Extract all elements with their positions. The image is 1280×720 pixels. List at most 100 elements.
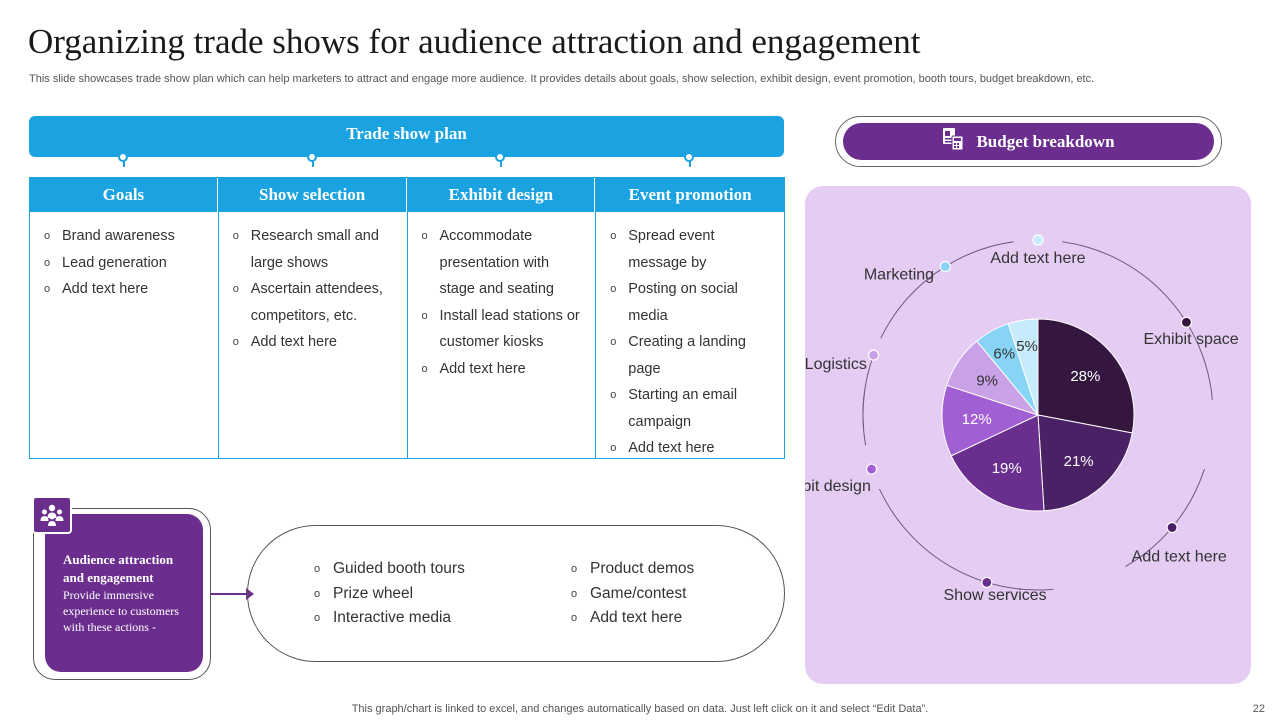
pie-category-label: Exhibit design [805,478,871,495]
actions-panel [247,525,785,662]
pie-value-labels: 28% 21% 19% 12% 9% 6% 5% [962,338,1101,477]
pie-slice [1007,318,1039,416]
budget-breakdown-label: Budget breakdown [976,131,1115,151]
pie-value-label: 21% [1064,453,1094,470]
budget-pie-chart: 28% 21% 19% 12% 9% 6% 5% Exhibit space Add text… [805,234,1239,604]
ring-arc [1062,241,1213,400]
bullet-icon: o [571,612,578,624]
bullet-icon: o [314,612,321,624]
list-item-text: Add text here [439,360,526,377]
list-item-text: Game/contest [590,584,687,602]
pie-slice [1037,414,1133,512]
list-item-text: Prize wheel [333,584,414,602]
list-item: o Creating a landing page [610,329,776,382]
connector-line [123,157,125,167]
list-item-text: Ascertain attendees, competitors, etc. [250,281,383,324]
bullet-icon: o [610,283,617,295]
pie-slice [950,414,1045,512]
list-item-text: Spread event message by [628,228,715,271]
budget-breakdown-header: Budget breakdown [843,123,1214,160]
pie-category-marker [1180,316,1193,328]
connector-dot [495,152,505,162]
bullet-icon: o [232,230,239,242]
list-item-text: Accommodate presentation with stage and … [439,228,554,297]
pie-category-marker [867,349,880,361]
plan-column-event-promotion: Event promotion o Spread event message by… [596,178,784,458]
actions-list-left: o Guided booth tours o Prize wheel o Intera… [314,557,465,631]
list-item-text: Interactive media [333,609,452,626]
list-item-text: Research small and large shows [250,228,379,271]
column-heading: Goals [30,178,218,212]
budget-header-outline [835,116,1222,167]
arrow-connector [211,593,251,595]
list-item: o Add text here [610,435,776,462]
list-item: o Lead generation [44,250,210,277]
connector-dot [118,152,128,162]
pie-value-label: 19% [992,460,1022,477]
bullet-icon: o [232,336,239,348]
list-item: o Add text here [44,276,210,303]
list-item: o Game/contest [571,582,694,607]
list-item: o Add text here [571,606,694,631]
audience-box: Audience attraction and engagement Provi… [45,514,203,672]
pie-category-label: Show services [944,587,1047,604]
pie-category-label: Logistics [805,356,867,373]
pie-value-label: 5% [1016,338,1038,355]
bullet-icon: o [610,389,617,401]
ring-arc [862,390,867,446]
pie-category-marker [981,576,993,588]
pie-category-labels: Exhibit space Add text here Show services E… [805,250,1239,604]
pie-category-label: Add text here [1132,548,1227,565]
list-item: o Prize wheel [314,582,465,607]
list-item-text: Starting an email campaign [628,387,738,430]
list-item: o Posting on social media [610,276,776,329]
list-item: o Research small and large shows [233,223,399,276]
bullet-icon: o [610,230,617,242]
page-number: 22 [1252,703,1265,715]
bullet-icon: o [610,336,617,348]
list-item: o Add text here [422,356,588,383]
page-subtitle: This slide showcases trade show plan whi… [29,73,1095,85]
bullet-icon: o [571,587,578,600]
ring-arc [880,241,1014,339]
pie-category-marker [865,463,878,475]
list-item-text: Add text here [628,440,715,456]
audience-description: Provide immersive experience to customer… [63,588,179,634]
pie-category-label: Exhibit space [1143,331,1238,348]
bullet-icon: o [44,283,51,295]
list-item: o Starting an email campaign [610,382,776,435]
bullet-icon: o [421,309,428,322]
footer-note: This graph/chart is linked to excel, and… [351,703,929,715]
pie-category-label: Add text here [990,250,1085,267]
list-item-text: Lead generation [62,254,167,271]
list-item: o Ascertain attendees, competitors, etc. [233,276,399,329]
bullet-icon: o [421,362,428,375]
page-title: Organizing trade shows for audience attr… [28,22,921,61]
list-item-text: Add text here [250,334,337,350]
actions-list-right: o Product demos o Game/contest o Add text h… [571,557,694,631]
people-group-icon [32,496,72,534]
list-item-text: Creating a landing page [628,334,746,377]
list-item-text: Add text here [62,281,149,297]
connector-dot [684,152,694,162]
bullet-icon: o [314,563,321,575]
trade-show-plan-table: Goals o Brand awareness o Lead generation … [29,177,785,459]
bullet-icon: o [571,563,578,575]
bullet-icon: o [44,256,51,269]
ring-arc [878,488,1054,591]
bullet-icon: o [421,230,428,242]
pie-category-label: Marketing [864,267,934,284]
column-heading: Event promotion [596,178,784,212]
audience-box-outline [33,508,211,680]
list-item-text: Posting on social media [628,281,738,324]
pie-category-marker [1032,234,1044,246]
budget-document-icon [942,127,964,156]
connector-dot [307,152,317,162]
plan-column-exhibit-design: Exhibit design o Accommodate presentation… [407,178,597,458]
list-item-text: Install lead stations or customer kiosks [439,307,580,351]
list-item-text: Product demos [590,560,695,577]
list-item: o Spread event message by [610,223,776,276]
column-heading: Show selection [218,178,407,212]
pie-value-label: 12% [962,411,992,428]
list-item: o Install lead stations or customer kiosk… [422,303,588,356]
